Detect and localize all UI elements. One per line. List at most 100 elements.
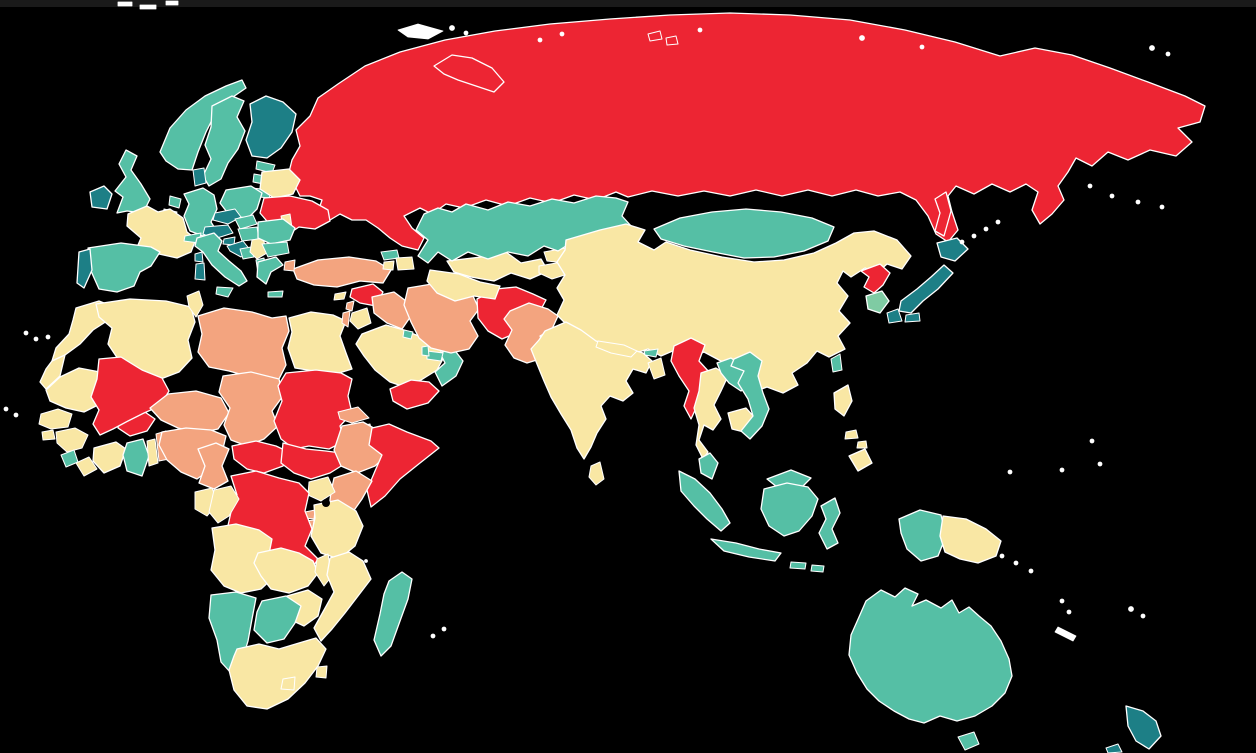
- island-vanuatu-2: [1066, 609, 1072, 615]
- country-niger: [149, 390, 230, 434]
- country-yemen: [389, 379, 440, 410]
- island-vanuatu-1: [1059, 598, 1065, 604]
- country-malaysia-peninsula: [698, 452, 719, 480]
- island-kuril-2: [971, 233, 977, 239]
- island-novaya-zemlya: [433, 54, 505, 93]
- island-lesser-sunda-1: [789, 561, 807, 570]
- country-finland: [245, 95, 297, 159]
- island-reunion: [430, 633, 436, 639]
- country-somalia: [366, 423, 440, 508]
- map-top-edge-strip: [0, 0, 1256, 7]
- country-guinea: [55, 427, 89, 453]
- island-aleutian-4: [1159, 204, 1165, 210]
- island-luzon: [833, 384, 853, 417]
- island-severnaya-zemlya-2: [665, 35, 679, 46]
- island-solomon-2: [1013, 560, 1019, 566]
- country-vietnam: [730, 351, 770, 440]
- country-uae: [426, 350, 444, 362]
- country-portugal: [76, 248, 93, 289]
- country-liberia: [75, 456, 98, 477]
- island-corsica: [194, 251, 204, 263]
- island-cape-verde-1: [3, 406, 9, 412]
- country-bangladesh: [647, 357, 666, 380]
- country-nepal: [595, 340, 638, 358]
- country-guinea-bissau: [41, 429, 56, 441]
- island-kuril-4: [995, 219, 1001, 225]
- island-kuril-1: [959, 239, 965, 245]
- continent-asia-russia: [243, 12, 1206, 251]
- country-belarus: [259, 168, 301, 199]
- island-west-papua: [898, 509, 947, 562]
- region-western-sahara: [39, 354, 66, 390]
- country-lebanon: [345, 300, 355, 312]
- country-central-african-republic: [231, 440, 292, 474]
- country-armenia: [382, 260, 395, 271]
- region-central-east-asia: [415, 195, 969, 394]
- island-aleutian-3: [1135, 199, 1141, 205]
- country-togo: [146, 438, 159, 467]
- country-madagascar: [373, 571, 413, 657]
- island-cape-verde-2: [13, 412, 19, 418]
- country-spain: [87, 242, 161, 293]
- region-oceania: [848, 587, 1162, 753]
- island-mauritius: [441, 626, 447, 632]
- country-north-korea: [860, 263, 891, 294]
- country-cameroon: [197, 442, 230, 490]
- arctic-coast-dash-2: [139, 4, 157, 10]
- country-bulgaria: [261, 241, 290, 258]
- island-cyprus: [333, 291, 347, 301]
- country-iraq: [371, 291, 412, 330]
- country-romania: [257, 218, 296, 245]
- island-canary-3: [45, 334, 51, 340]
- country-jordan: [349, 307, 372, 330]
- island-sulawesi: [818, 497, 841, 550]
- island-shikoku: [904, 312, 921, 323]
- island-mindanao: [848, 448, 873, 472]
- country-slovakia: [234, 214, 258, 230]
- country-libya: [197, 307, 290, 382]
- country-chad: [218, 371, 284, 447]
- country-kazakhstan: [415, 195, 633, 264]
- country-south-africa: [228, 637, 327, 710]
- country-kuwait: [402, 329, 414, 340]
- no-data-islands: [3, 0, 1171, 642]
- country-czechia: [212, 208, 242, 225]
- country-azerbaijan: [395, 256, 415, 271]
- island-hokkaido: [936, 237, 969, 262]
- country-turkmenistan: [426, 269, 501, 302]
- island-solomon-3: [1028, 568, 1034, 574]
- island-sakhalin: [934, 191, 952, 237]
- country-south-korea: [865, 290, 890, 314]
- country-congo: [208, 485, 240, 524]
- island-lesser-sunda-2: [810, 564, 825, 573]
- country-new-zealand-north: [1125, 705, 1162, 750]
- country-russia: [287, 12, 1206, 251]
- island-severnaya-zemlya: [647, 30, 663, 42]
- island-crete: [267, 290, 284, 298]
- lake-victoria: [322, 499, 330, 507]
- country-eswatini: [315, 665, 328, 679]
- region-south-southeast-asia: [530, 321, 1002, 573]
- island-sumatra: [678, 470, 731, 532]
- country-senegal: [38, 408, 73, 430]
- country-mongolia: [653, 208, 835, 259]
- island-pacific-2: [1059, 467, 1065, 473]
- island-sicily: [215, 286, 234, 298]
- island-fiji-1: [1128, 606, 1134, 612]
- country-australia: [848, 587, 1013, 724]
- island-kuril-3: [983, 226, 989, 232]
- region-thrace: [283, 259, 296, 272]
- country-ireland: [89, 185, 113, 210]
- country-turkey: [292, 256, 392, 288]
- country-tunisia: [186, 290, 204, 318]
- country-bhutan: [643, 348, 659, 358]
- arctic-coast-dash-3: [165, 0, 179, 6]
- island-pacific-3: [1097, 461, 1103, 467]
- island-new-caledonia: [1054, 626, 1077, 642]
- country-sri-lanka: [588, 461, 605, 486]
- country-italy: [194, 232, 248, 287]
- island-canary-2: [33, 336, 39, 342]
- continent-africa: [38, 290, 440, 710]
- island-aleutian-2: [1109, 193, 1115, 199]
